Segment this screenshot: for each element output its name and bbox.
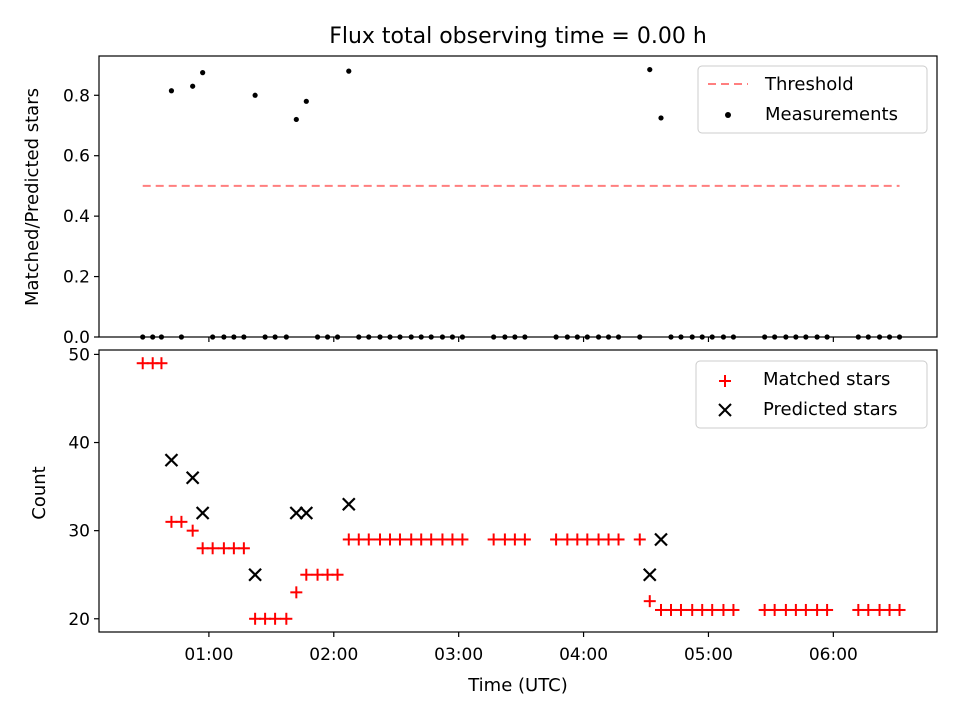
matched-star-point	[186, 524, 199, 537]
bottom-legend-box	[695, 360, 928, 429]
top-legend-box	[697, 65, 928, 134]
y-tick-label: 0.6	[63, 147, 90, 167]
matched-star-point	[280, 612, 293, 625]
y-tick-label: 50	[68, 345, 90, 365]
legend-threshold-label: Threshold	[764, 74, 854, 95]
matched-star-point	[643, 595, 656, 608]
matched-star-point	[862, 603, 875, 616]
matched-star-point	[237, 542, 250, 555]
matched-star-point	[821, 603, 834, 616]
predicted-star-point	[185, 471, 200, 485]
matched-star-point	[550, 533, 563, 546]
bottom-y-ticks: 20 30 40 50	[68, 345, 99, 630]
legend-matched-label: Matched stars	[763, 369, 890, 390]
matched-star-point	[300, 568, 313, 581]
top-y-axis-label: Matched/Predicted stars	[22, 88, 43, 306]
matched-star-point	[425, 533, 438, 546]
legend-predicted-swatch	[718, 403, 732, 417]
y-tick-label: 0.8	[63, 86, 90, 106]
x-tick-label: 03:00	[434, 645, 483, 665]
matched-star-point	[175, 515, 188, 528]
predicted-star-point	[164, 453, 179, 467]
matched-star-point	[155, 357, 168, 370]
matched-star-point	[331, 568, 344, 581]
y-tick-label: 40	[68, 434, 90, 454]
top-axes-frame	[98, 55, 938, 338]
matched-star-point	[581, 533, 594, 546]
matched-star-point	[269, 612, 282, 625]
bottom-plot-area	[136, 357, 906, 625]
measurement-point	[200, 70, 206, 76]
top-panel: Flux total observing time = 0.00 h 0.00.…	[22, 24, 938, 348]
predicted-star-point	[299, 506, 314, 520]
measurement-point	[658, 115, 664, 121]
bottom-legend: Matched stars Predicted stars	[695, 360, 928, 429]
top-y-ticks: 0.0 0.2 0.4 0.6 0.8	[63, 86, 99, 348]
x-tick-label: 01:00	[184, 645, 233, 665]
measurement-point	[252, 92, 258, 98]
bottom-axes-frame	[98, 349, 938, 633]
y-tick-label: 0.0	[63, 328, 90, 348]
predicted-star-point	[248, 567, 262, 582]
measurement-point	[303, 98, 309, 104]
matched-star-point	[290, 586, 303, 599]
predicted-star-point	[289, 506, 304, 520]
measurement-point	[190, 83, 196, 89]
bottom-x-ticks: 01:00 02:00 03:00 04:00 05:00 06:00	[184, 632, 858, 665]
matched-star-point	[706, 603, 719, 616]
measurement-point	[168, 88, 175, 94]
bottom-x-axis-label: Time (UTC)	[467, 675, 568, 696]
top-x-ticks	[208, 337, 834, 342]
matched-star-point	[487, 533, 500, 546]
matched-star-point	[518, 533, 531, 546]
legend-matched-swatch	[719, 375, 731, 387]
y-tick-label: 0.4	[63, 207, 90, 227]
chart-title: Flux total observing time = 0.00 h	[329, 24, 707, 49]
matched-star-point	[206, 542, 219, 555]
measurement-point	[293, 116, 299, 123]
matched-star-point	[633, 533, 646, 546]
matched-star-point	[893, 603, 906, 616]
x-tick-label: 05:00	[684, 645, 733, 665]
top-legend: Threshold Measurements	[697, 65, 928, 134]
x-tick-label: 06:00	[809, 645, 858, 665]
predicted-star-point	[195, 506, 210, 520]
predicted-star-point	[654, 532, 668, 547]
matched-star-point	[727, 603, 740, 616]
y-tick-label: 20	[68, 610, 90, 630]
legend-measurements-swatch	[725, 112, 731, 118]
matched-star-point	[768, 603, 781, 616]
matched-star-point	[456, 533, 469, 546]
x-tick-label: 04:00	[559, 645, 608, 665]
legend-predicted-label: Predicted stars	[763, 399, 897, 420]
predicted-star-point	[341, 497, 356, 511]
matched-star-point	[799, 603, 812, 616]
y-tick-label: 0.2	[63, 268, 90, 288]
y-tick-label: 30	[68, 522, 90, 542]
measurement-point	[647, 66, 653, 73]
matched-star-point	[612, 533, 625, 546]
measurement-point	[346, 68, 352, 74]
legend-measurements-label: Measurements	[765, 104, 898, 125]
predicted-star-point	[642, 567, 657, 582]
bottom-y-axis-label: Count	[29, 466, 50, 519]
matched-star-point	[362, 533, 375, 546]
matched-star-point	[674, 603, 687, 616]
x-tick-label: 02:00	[309, 645, 358, 665]
matched-star-point	[393, 533, 406, 546]
